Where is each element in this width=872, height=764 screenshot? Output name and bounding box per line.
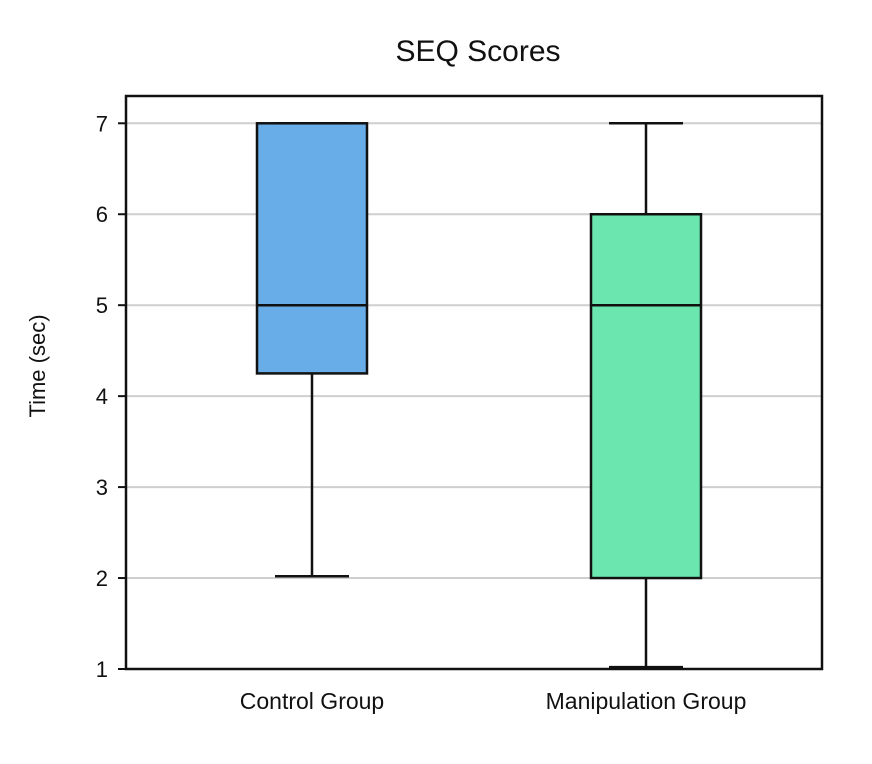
y-tick-label: 6	[96, 202, 108, 227]
chart-title: SEQ Scores	[395, 35, 560, 68]
y-tick-label: 1	[96, 657, 108, 682]
x-category-label: Control Group	[240, 688, 384, 714]
interquartile-box	[255, 122, 369, 375]
interquartile-box	[589, 212, 703, 580]
plot-frame	[124, 94, 824, 671]
axes	[124, 94, 824, 671]
box-manipulation-group	[589, 122, 703, 669]
box-control-group	[255, 122, 369, 578]
y-tick-label: 3	[96, 475, 108, 500]
y-axis-label: Time (sec)	[25, 314, 50, 417]
y-tick-label: 2	[96, 566, 108, 591]
x-category-label: Manipulation Group	[546, 688, 747, 714]
y-tick-label: 4	[96, 384, 108, 409]
category-labels: Control Group Manipulation Group	[240, 688, 747, 714]
gridlines	[126, 122, 822, 580]
boxes	[255, 122, 703, 669]
y-tick-label: 5	[96, 293, 108, 318]
tick-labels: 1 2 3 4 5 6 7	[96, 111, 126, 682]
y-tick-label: 7	[96, 111, 108, 136]
